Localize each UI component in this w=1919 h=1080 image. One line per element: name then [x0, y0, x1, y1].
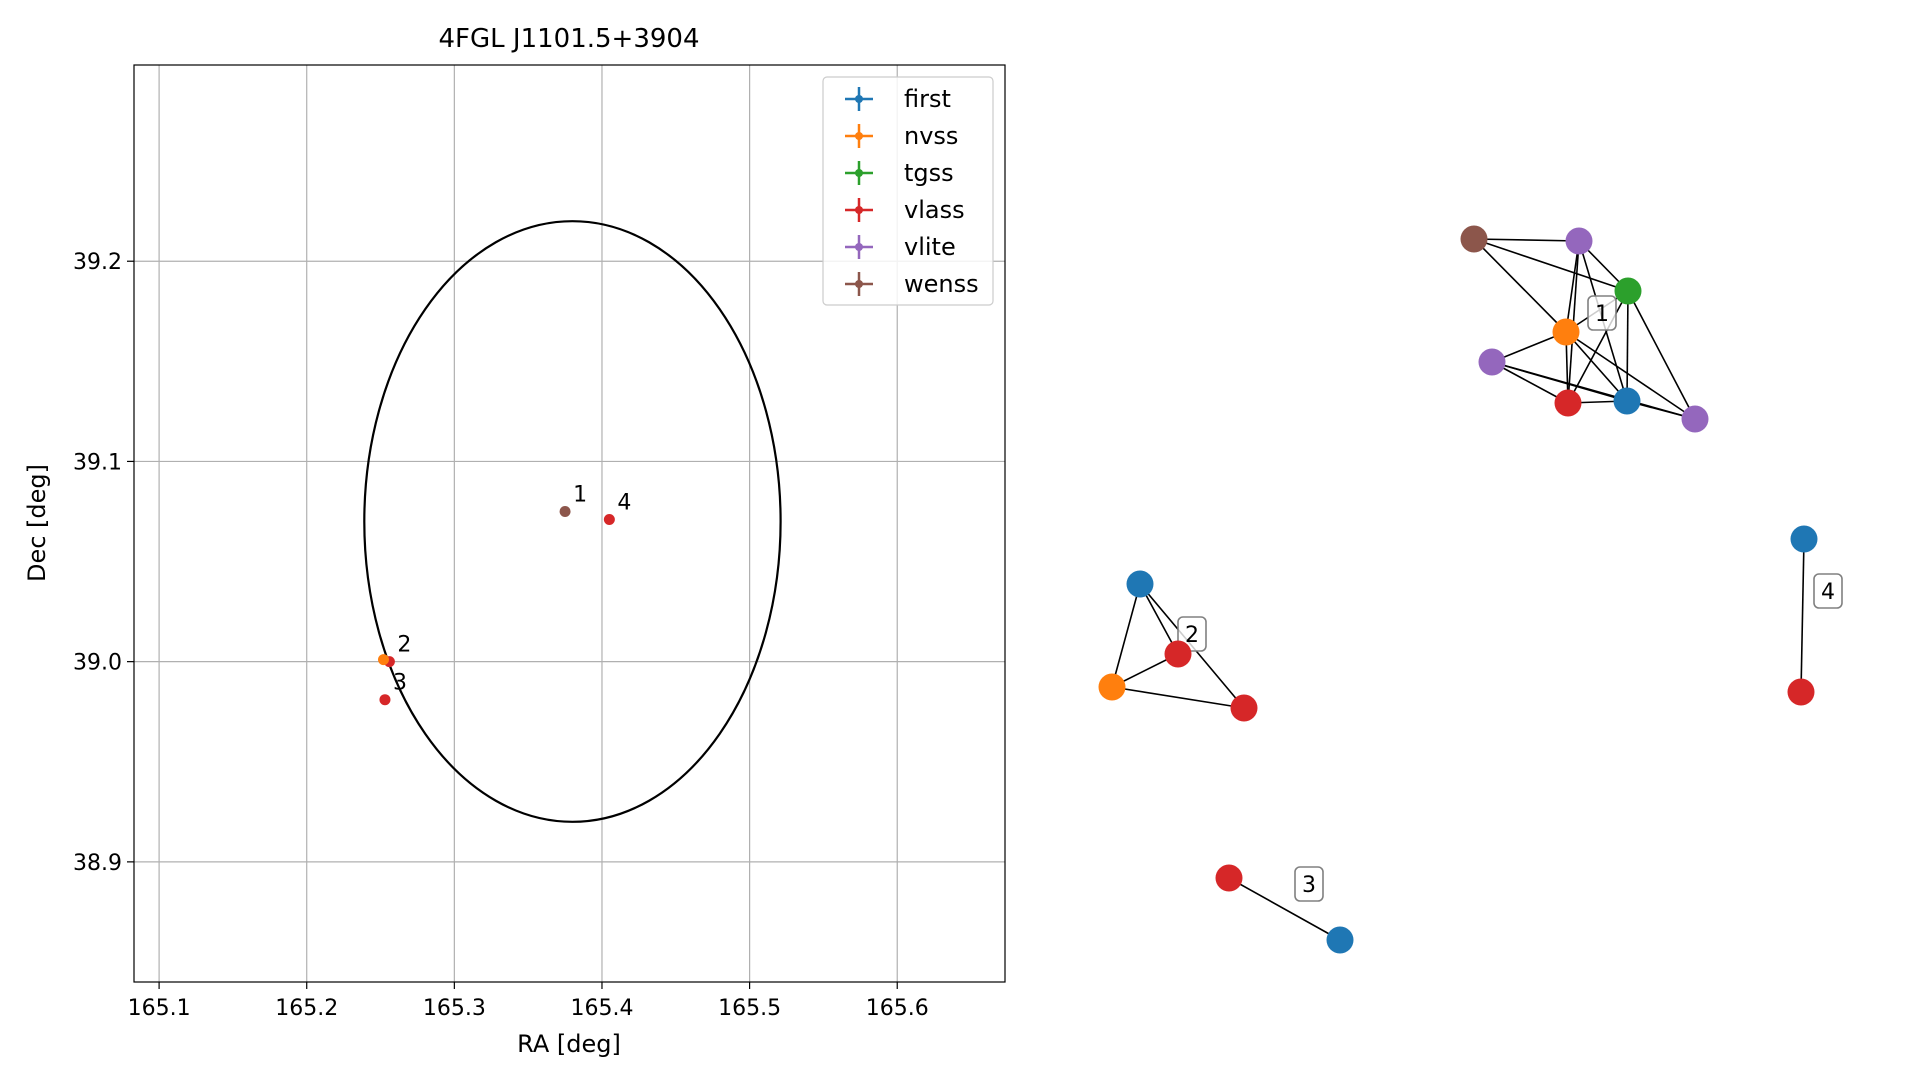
network-node — [1326, 926, 1354, 954]
legend-entry: nvss — [845, 122, 958, 150]
chart-title: 4FGL J1101.5+3904 — [439, 24, 700, 54]
network-group-labels: 1 2 3 4 — [1177, 295, 1843, 902]
legend-label: wenss — [904, 270, 979, 298]
group-label-box — [1587, 295, 1617, 331]
group-label-text: 4 — [1821, 580, 1835, 605]
point-label: 3 — [393, 671, 407, 696]
network-edge — [1565, 240, 1580, 333]
legend-label: nvss — [904, 122, 958, 150]
plot-frame — [133, 64, 1006, 983]
legend-marker-dot — [855, 132, 863, 140]
x-tick-label: 165.6 — [866, 996, 929, 1021]
axis-ticks: 165.1 165.2 165.3 165.4 165.5 165.6 38.9 39.0 39… — [73, 250, 929, 1021]
legend-marker-dot — [855, 95, 863, 103]
network-edge — [1565, 331, 1628, 402]
legend-entry: wenss — [845, 270, 979, 298]
group-label: 1 — [1587, 295, 1617, 331]
y-tick-label: 39.1 — [73, 450, 122, 475]
y-tick-label: 39.0 — [73, 651, 122, 676]
group-label-box — [1294, 866, 1324, 902]
x-tick-label: 165.1 — [128, 996, 191, 1021]
network-node — [1614, 277, 1642, 305]
network-node — [1478, 348, 1506, 376]
x-tick-label: 165.5 — [718, 996, 781, 1021]
network-edge — [1111, 583, 1141, 688]
x-tick-label: 165.2 — [275, 996, 338, 1021]
y-tick-label: 39.2 — [73, 250, 122, 275]
data-point — [603, 513, 615, 525]
network-edge — [1565, 331, 1696, 420]
group-label: 3 — [1294, 866, 1324, 902]
legend-entry: first — [845, 85, 951, 113]
network-node — [1098, 673, 1126, 701]
scatter-points: 1 4 2 3 — [377, 482, 631, 706]
group-label-text: 1 — [1595, 302, 1609, 327]
network-edge — [1473, 238, 1629, 292]
point-label: 1 — [573, 482, 587, 507]
x-tick-label: 165.3 — [423, 996, 486, 1021]
group-label-box — [1813, 573, 1843, 609]
legend-label: first — [904, 85, 951, 113]
network-edge — [1626, 290, 1629, 402]
legend-entry: tgss — [845, 159, 954, 187]
network-node — [1126, 570, 1154, 598]
group-label-text: 3 — [1302, 873, 1316, 898]
network-node — [1790, 525, 1818, 553]
point-label: 2 — [397, 633, 411, 658]
data-point — [379, 694, 391, 706]
network-node — [1787, 678, 1815, 706]
data-point — [377, 654, 389, 666]
network-node — [1565, 227, 1593, 255]
network-edge — [1228, 877, 1341, 941]
localization-ellipse — [363, 220, 782, 823]
point-label: 4 — [617, 490, 631, 515]
network-edge — [1800, 538, 1805, 693]
network-edge — [1491, 361, 1569, 404]
network-graph: 1 2 3 4 — [1098, 225, 1843, 954]
legend-label: vlass — [904, 196, 965, 224]
legend-marker-dot — [855, 243, 863, 251]
network-nodes — [1098, 225, 1818, 954]
network-edges — [1111, 238, 1805, 941]
x-tick-label: 165.4 — [570, 996, 633, 1021]
network-node — [1613, 387, 1641, 415]
network-edge — [1627, 290, 1696, 420]
group-label: 4 — [1813, 573, 1843, 609]
network-node — [1552, 318, 1580, 346]
legend-marker-dot — [855, 280, 863, 288]
y-tick-label: 38.9 — [73, 851, 122, 876]
network-node — [1554, 389, 1582, 417]
legend-entry: vlass — [845, 196, 965, 224]
network-node — [1230, 694, 1258, 722]
legend: first nvss tgss vlass vlite wenss — [822, 76, 994, 306]
network-node — [1215, 864, 1243, 892]
data-point — [559, 505, 571, 517]
group-label-text: 2 — [1185, 623, 1199, 648]
network-edge — [1473, 238, 1580, 242]
y-axis-label: Dec [deg] — [23, 464, 51, 582]
scatter-axes: 1 4 2 3 165.1 165.2 165.3 165.4 165.5 165.6 38.9 3… — [23, 24, 1006, 1058]
legend-items: first nvss tgss vlass vlite wenss — [845, 85, 979, 298]
x-axis-label: RA [deg] — [517, 1030, 621, 1058]
legend-label: vlite — [904, 233, 956, 261]
network-node — [1164, 640, 1192, 668]
network-edge — [1567, 290, 1629, 404]
legend-marker-dot — [855, 169, 863, 177]
legend-label: tgss — [904, 159, 954, 187]
network-node — [1460, 225, 1488, 253]
legend-marker-dot — [855, 206, 863, 214]
network-node — [1681, 405, 1709, 433]
network-edge — [1473, 238, 1567, 333]
network-edge — [1111, 686, 1245, 709]
legend-entry: vlite — [845, 233, 956, 261]
